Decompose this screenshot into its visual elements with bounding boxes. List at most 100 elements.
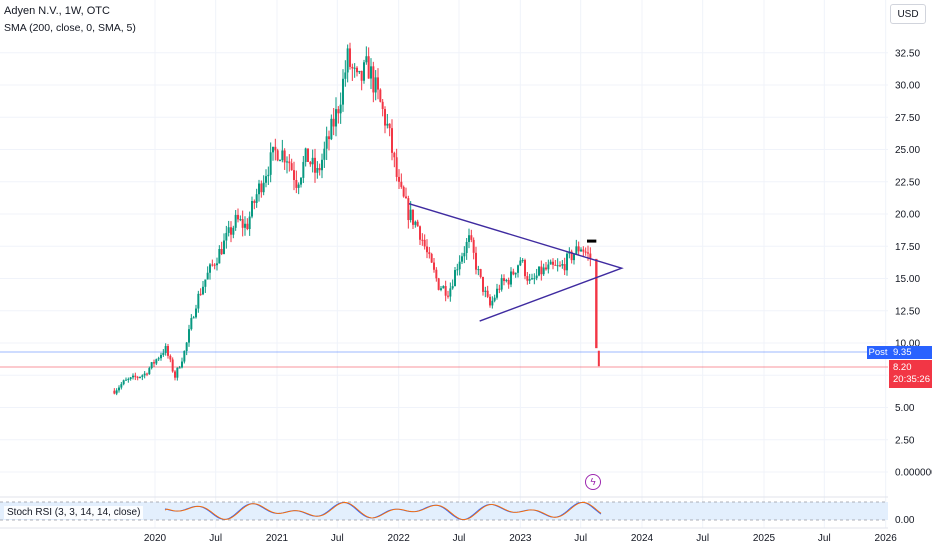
candle-body — [549, 261, 552, 265]
candle-body — [239, 219, 242, 221]
candle-body — [132, 375, 134, 378]
candle-body — [190, 318, 193, 330]
candle-body — [510, 271, 512, 285]
symbol-title[interactable]: Adyen N.V., 1W, OTC — [4, 5, 110, 17]
candle-body — [524, 260, 526, 277]
candle-body — [456, 269, 459, 271]
candle-body — [407, 198, 410, 221]
symmetrical-triangle[interactable] — [408, 203, 624, 322]
candle-body — [484, 290, 487, 292]
candle-body — [538, 266, 540, 276]
candle-body — [561, 264, 564, 266]
candle-body — [496, 288, 498, 298]
candle-body — [503, 278, 505, 282]
candle-body — [206, 272, 209, 280]
candle-body — [442, 286, 445, 289]
candle-body — [269, 152, 272, 175]
candle-body — [202, 286, 204, 295]
vertical-grid-lines — [154, 0, 887, 528]
candle-body — [218, 248, 221, 264]
candle-body — [416, 221, 419, 227]
candle-body — [395, 157, 398, 177]
currency-button[interactable]: USD — [890, 4, 926, 24]
candle-body — [372, 66, 375, 93]
candle-body — [554, 264, 557, 266]
time-tick-label: 2024 — [631, 533, 654, 544]
candle-body — [486, 290, 489, 297]
candle-body — [288, 161, 291, 164]
candle-body — [559, 265, 561, 267]
candle-body — [262, 182, 265, 193]
candle-body — [580, 249, 582, 252]
candle-body — [323, 148, 326, 160]
candle-body — [547, 264, 550, 270]
candle-body — [400, 181, 403, 187]
candle-body — [309, 161, 312, 165]
candle-body — [458, 261, 461, 270]
price-tick-label: 0.000000 — [895, 468, 932, 479]
candle-body — [493, 297, 496, 301]
price-tick-label: 10.00 — [895, 339, 920, 350]
candle-body — [500, 278, 503, 290]
price-axis[interactable]: 0.0000002.505.007.5010.0012.5015.0017.50… — [895, 48, 932, 478]
candle-body — [428, 252, 431, 255]
candle-body — [167, 346, 169, 356]
candle-body — [232, 227, 235, 235]
candle-body — [120, 384, 123, 388]
candle-body — [482, 276, 484, 292]
candle-body — [512, 271, 515, 275]
candle-body — [216, 263, 218, 266]
candle-body — [447, 295, 449, 297]
candle-body — [211, 264, 214, 266]
candle-body — [398, 176, 400, 182]
candle-body — [155, 359, 158, 364]
time-axis[interactable]: 2020 Jul 2021 Jul 2022 Jul 2023 Jul 2024 Jul 2025 J… — [0, 527, 897, 544]
sma-indicator-label[interactable]: SMA (200, close, 0, SMA, 5) — [4, 22, 136, 34]
post-label: Post — [867, 346, 889, 359]
candle-body — [421, 239, 424, 241]
candle-body — [517, 265, 519, 273]
candle-body — [577, 246, 580, 252]
candle-body — [444, 286, 447, 296]
candle-body — [253, 201, 256, 203]
candle-body — [526, 276, 529, 281]
bar-countdown: 20:35:26 — [893, 374, 930, 385]
candle-body — [246, 223, 249, 229]
candle-body — [230, 227, 232, 235]
candle-body — [463, 253, 466, 257]
candle-body — [531, 278, 533, 280]
price-tick-label: 12.50 — [895, 306, 920, 317]
candles — [113, 42, 600, 396]
candle-body — [363, 62, 365, 81]
flash-icon[interactable]: ϟ — [585, 474, 601, 490]
candle-body — [535, 275, 538, 279]
candle-body — [433, 262, 435, 270]
candle-body — [297, 184, 300, 188]
candle-body — [197, 293, 200, 309]
crash-candle — [595, 258, 598, 349]
candle-body — [122, 380, 125, 385]
stoch-rsi-label[interactable]: Stoch RSI (3, 3, 14, 14, close) — [4, 506, 144, 519]
candle-body — [129, 377, 132, 380]
candle-body — [360, 70, 363, 81]
time-tick-label: Jul — [209, 533, 222, 544]
candle-body — [379, 89, 382, 102]
candle-body — [468, 235, 470, 242]
candle-body — [307, 148, 309, 162]
candle-body — [384, 109, 386, 126]
candle-body — [440, 288, 442, 290]
candle-body — [304, 148, 307, 162]
candle-body — [290, 163, 293, 171]
candle-body — [162, 352, 165, 355]
time-tick-label: 2022 — [388, 533, 411, 544]
candle-body — [276, 150, 279, 161]
price-tick-label: 22.50 — [895, 177, 920, 188]
candle-body — [311, 157, 314, 165]
candle-body — [169, 355, 172, 360]
time-tick-label: Jul — [331, 533, 344, 544]
price-tick-label: 25.00 — [895, 145, 920, 156]
candle-body — [437, 278, 440, 290]
candle-body — [365, 56, 368, 63]
candle-body — [472, 239, 475, 253]
